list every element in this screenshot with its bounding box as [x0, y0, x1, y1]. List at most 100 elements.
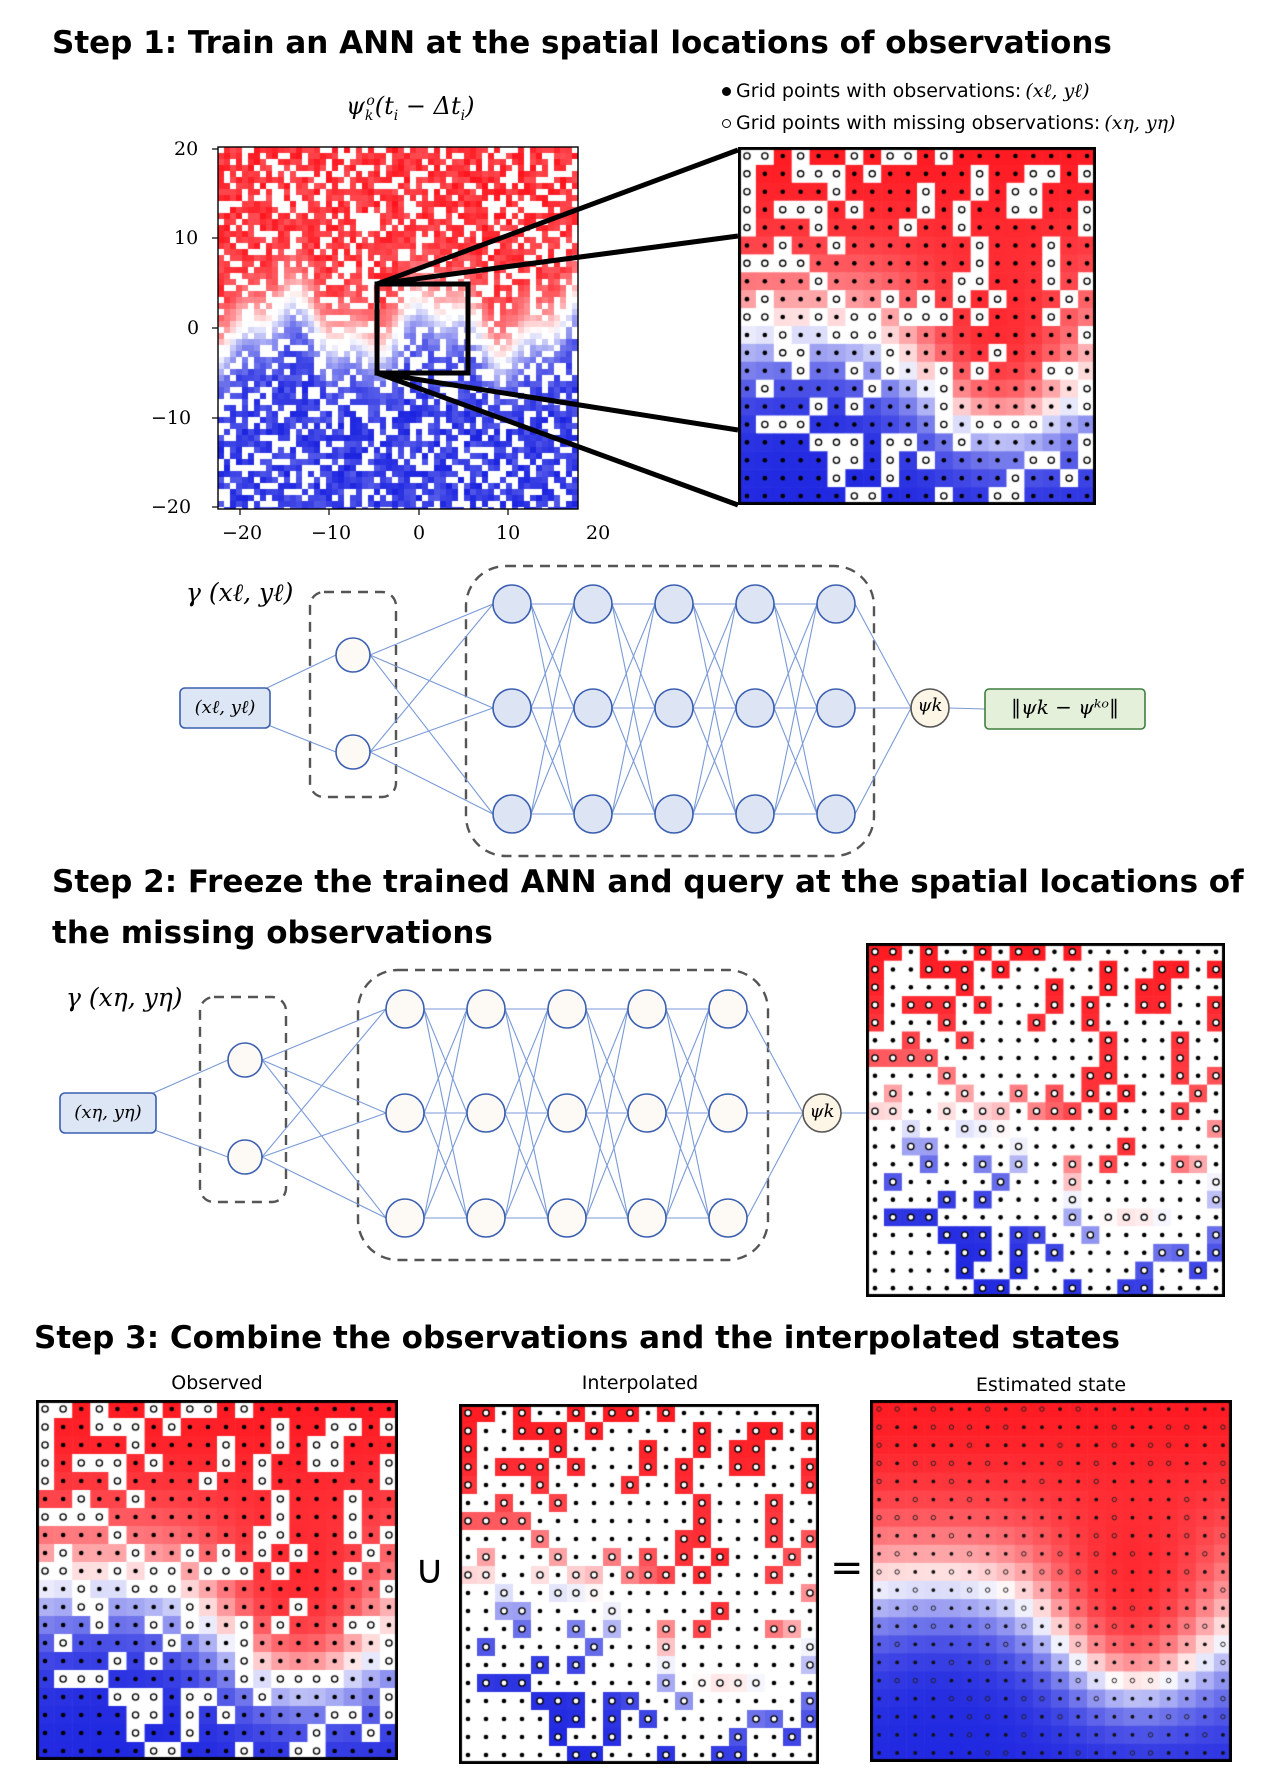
hidden-node	[816, 688, 856, 728]
filled-dot-icon	[722, 87, 731, 96]
network-edge	[369, 654, 494, 815]
network-edge	[369, 751, 494, 815]
estimated-state-grid	[870, 1400, 1232, 1762]
network-edge	[611, 603, 656, 709]
plot-title: ψko(ti − Δti)	[346, 92, 475, 124]
network-edge	[530, 603, 575, 709]
hidden-layers-dashed-box	[356, 968, 770, 1262]
network-edge	[585, 1112, 629, 1219]
hidden-node	[735, 688, 775, 728]
hidden-node	[466, 989, 506, 1029]
hidden-node	[547, 1093, 587, 1133]
hidden-node	[385, 1093, 425, 1133]
network-edge	[585, 1008, 629, 1219]
panel-label-observed: Observed	[171, 1372, 263, 1394]
loss-label: ‖ψk − ψᵏᵒ‖	[1011, 695, 1119, 719]
observed-grid	[36, 1400, 398, 1760]
encoding-node	[335, 637, 371, 673]
hidden-node	[735, 584, 775, 624]
hidden-node	[627, 1198, 667, 1238]
network-edge	[773, 707, 818, 815]
hidden-node	[385, 1198, 425, 1238]
output-node	[802, 1093, 842, 1133]
hidden-node	[492, 794, 532, 834]
network-edge	[423, 1008, 468, 1219]
x-tick: 0	[413, 522, 426, 544]
hidden-node	[573, 688, 613, 728]
network-edge	[692, 603, 737, 815]
encoding-node	[335, 734, 371, 770]
network-edge	[261, 1112, 387, 1158]
network-edge	[692, 707, 737, 815]
network-edge	[261, 1059, 387, 1114]
legend-missing: Grid points with missing observations: (x…	[722, 112, 1175, 134]
network-edge	[504, 1112, 549, 1219]
encoding-label: γ (xη, yη)	[66, 983, 183, 1012]
hidden-node	[816, 794, 856, 834]
network-edge	[369, 603, 494, 753]
interpolated-grid-small	[459, 1404, 819, 1764]
input-node-label: (xℓ, yℓ)	[194, 697, 256, 718]
hidden-node	[627, 989, 667, 1029]
hidden-node	[466, 1198, 506, 1238]
network-edge	[692, 603, 737, 709]
panel-label-estimated: Estimated state	[975, 1374, 1127, 1396]
network-edge	[746, 1008, 804, 1114]
zoomed-observed-grid	[738, 147, 1096, 505]
step3-title: Step 3: Combine the observations and the…	[34, 1320, 1120, 1356]
y-tick: 0	[187, 317, 200, 339]
hidden-node	[708, 1093, 748, 1133]
hidden-node	[816, 584, 856, 624]
network-edge	[665, 1008, 710, 1114]
y-tick: −10	[151, 407, 192, 429]
network-edge	[369, 603, 494, 656]
x-tick: −10	[311, 522, 352, 544]
encoding-label: γ (xℓ, yℓ)	[186, 578, 294, 607]
network-edge	[261, 1008, 387, 1158]
network-edge	[530, 603, 575, 815]
network-edge	[261, 1059, 387, 1219]
y-tick: −20	[151, 496, 192, 518]
network-edge	[369, 654, 494, 709]
equals-operator: =	[830, 1545, 864, 1591]
encoding-dashed-box	[308, 590, 398, 799]
output-node-label: ψk	[809, 1101, 835, 1122]
input-node-box	[59, 1092, 157, 1134]
encoding-node	[227, 1139, 263, 1175]
encoding-node	[227, 1042, 263, 1078]
hidden-node	[492, 688, 532, 728]
output-node-label: ψk	[917, 695, 943, 716]
hidden-node	[735, 794, 775, 834]
network-edge	[854, 707, 912, 815]
output-node	[910, 688, 950, 728]
zoom-box	[374, 281, 471, 376]
network-edge	[773, 603, 818, 815]
hidden-node	[466, 1093, 506, 1133]
network-edge	[369, 707, 494, 753]
network-edge	[773, 603, 818, 709]
network-edge	[530, 707, 575, 815]
step1-title: Step 1: Train an ANN at the spatial loca…	[52, 25, 1112, 61]
encoding-dashed-box	[198, 995, 288, 1204]
legend-observed: Grid points with observations: (xℓ, yℓ)	[722, 80, 1090, 103]
hidden-node	[573, 794, 613, 834]
main-plot-frame	[212, 146, 739, 515]
network-edge	[504, 1008, 549, 1219]
y-tick: 10	[174, 227, 199, 249]
hidden-node	[573, 584, 613, 624]
network-edge	[585, 1008, 629, 1114]
network-edge	[746, 1112, 804, 1219]
input-node-box	[179, 687, 271, 729]
network-edge	[261, 1008, 387, 1061]
hidden-node	[654, 688, 694, 728]
network-edge	[665, 1008, 710, 1219]
hidden-node	[492, 584, 532, 624]
x-tick: 10	[496, 522, 521, 544]
interpolated-grid	[866, 943, 1225, 1297]
y-tick: 20	[174, 138, 199, 160]
network-edge	[423, 1112, 468, 1219]
network-edge	[948, 707, 986, 710]
network-edge	[611, 603, 656, 815]
hidden-layers-dashed-box	[464, 564, 876, 858]
